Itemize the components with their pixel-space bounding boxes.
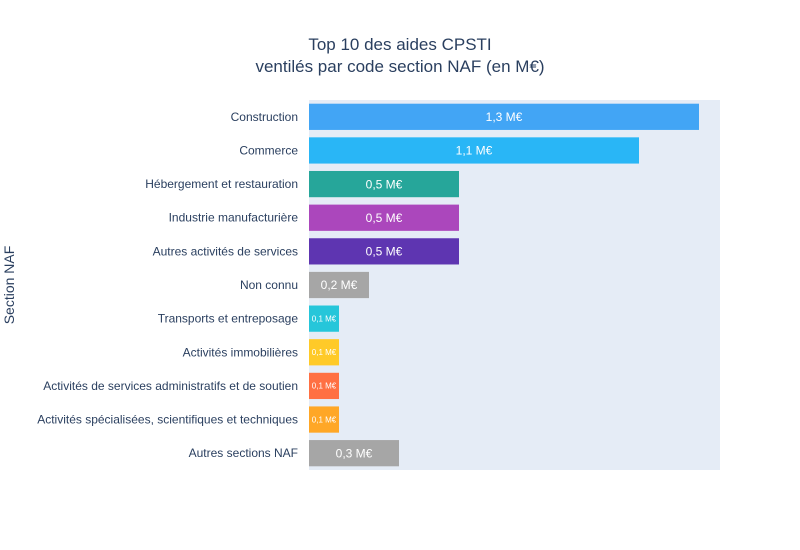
bar-value-label: 0,1 M€ [312, 314, 337, 323]
bar-value-label: 0,5 M€ [366, 211, 403, 225]
bar-value-label: 1,3 M€ [486, 110, 523, 124]
bar-4 [309, 204, 459, 231]
bar-6 [309, 271, 369, 299]
category-label: Autres sections NAF [189, 446, 298, 460]
bar-value-label: 0,2 M€ [321, 278, 358, 292]
category-label: Non connu [240, 278, 298, 292]
category-label: Commerce [239, 143, 298, 157]
chart-title: Top 10 des aides CPSTI [308, 35, 491, 54]
category-label: Autres activités de services [153, 244, 298, 258]
bar-8 [309, 339, 339, 366]
bar-value-label: 0,1 M€ [312, 382, 337, 391]
category-label: Activités spécialisées, scientifiques et… [37, 413, 298, 427]
bar-11 [309, 440, 399, 467]
bar-value-label: 1,1 M€ [456, 144, 493, 158]
category-label: Industrie manufacturière [169, 211, 299, 225]
bar-value-label: 0,5 M€ [366, 177, 403, 191]
bar-value-label: 0,3 M€ [336, 446, 373, 460]
bar-3 [309, 170, 459, 198]
category-label: Activités immobilières [183, 345, 298, 359]
bar-9 [309, 372, 339, 400]
bar-7 [309, 305, 339, 332]
y-axis-title: Section NAF [1, 246, 17, 325]
category-label: Transports et entreposage [158, 312, 299, 326]
bar-2 [309, 137, 639, 164]
bar-10 [309, 406, 339, 433]
category-label: Construction [231, 110, 298, 124]
bar-value-label: 0,1 M€ [312, 348, 337, 357]
bar-1 [309, 103, 699, 130]
category-label: Hébergement et restauration [145, 177, 298, 191]
bars-group: Construction 1,3 M€ Commerce 1,1 M€ Hébergem… [37, 103, 699, 467]
bar-value-label: 0,5 M€ [366, 245, 403, 259]
bar-5 [309, 238, 459, 265]
category-label: Activités de services administratifs et … [43, 379, 298, 393]
chart-subtitle: ventilés par code section NAF (en M€) [255, 57, 544, 76]
bar-value-label: 0,1 M€ [312, 415, 337, 424]
